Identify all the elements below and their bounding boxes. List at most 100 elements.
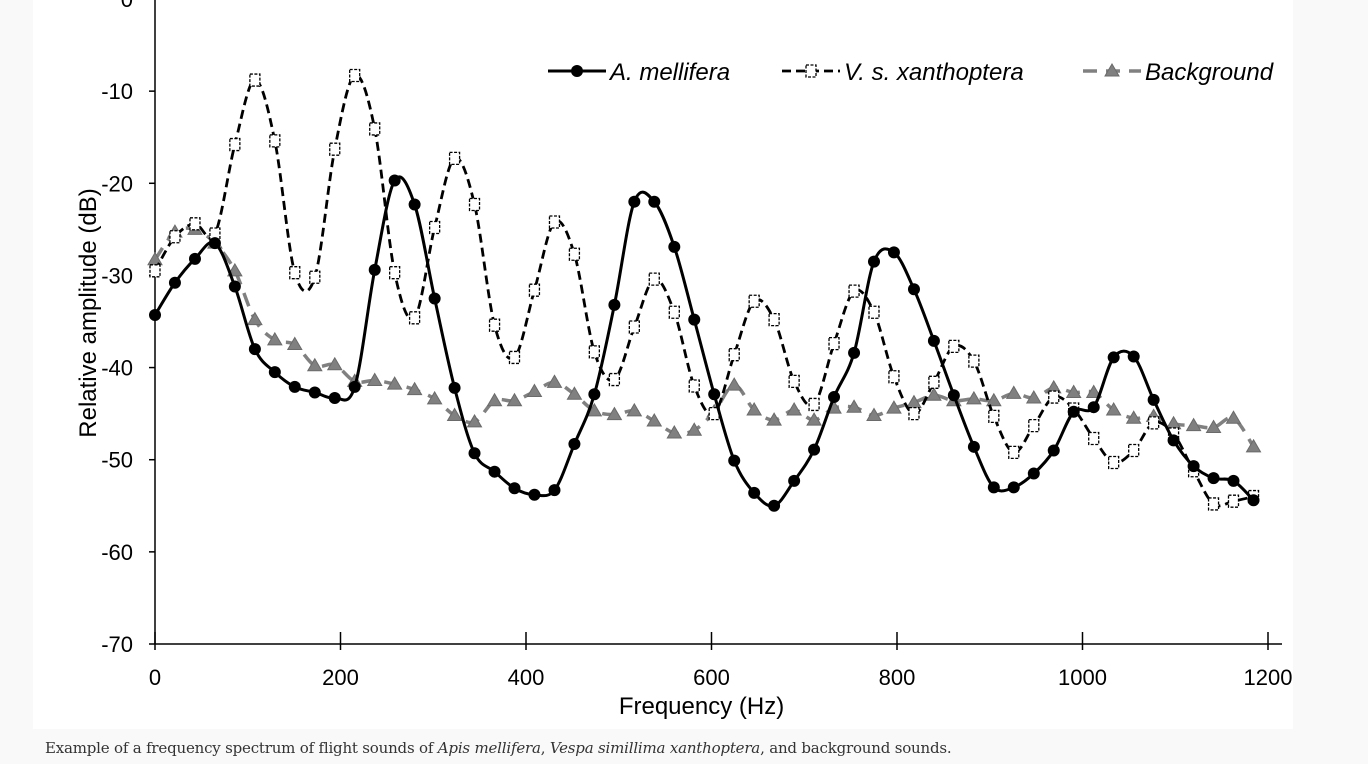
y-tick-label: -20 [101, 171, 133, 196]
data-point [588, 388, 601, 401]
data-point [648, 195, 661, 208]
data-point [366, 372, 383, 386]
data-point [588, 345, 601, 359]
data-point [448, 151, 461, 166]
data-point [266, 331, 283, 346]
data-point [386, 376, 403, 390]
data-point [1185, 417, 1202, 432]
data-point [1008, 445, 1020, 459]
data-point [608, 298, 621, 311]
data-point [1127, 350, 1140, 363]
data-point [348, 380, 361, 393]
data-point [1187, 460, 1200, 473]
data-point [568, 247, 581, 261]
data-point [748, 294, 760, 308]
y-tick-label: -30 [101, 263, 133, 288]
data-point [708, 388, 721, 401]
data-point [466, 413, 483, 428]
data-point [468, 447, 481, 460]
data-point [846, 399, 862, 413]
data-point [149, 309, 161, 322]
data-point [248, 343, 261, 356]
data-point [528, 488, 541, 501]
legend-label: V. s. xanthoptera [844, 59, 1024, 86]
data-point [908, 406, 920, 421]
data-point [288, 380, 301, 393]
x-axis-title: Frequency (Hz) [619, 693, 784, 720]
data-point [988, 409, 1000, 424]
data-point [887, 246, 900, 259]
data-point [686, 422, 703, 436]
data-point [808, 443, 821, 456]
data-point [526, 383, 543, 398]
caption-species-1: Apis mellifera [437, 739, 541, 757]
data-point [728, 454, 741, 467]
data-point [1207, 472, 1220, 485]
data-point [1065, 384, 1082, 398]
data-point [1125, 410, 1142, 424]
data-point [389, 266, 401, 280]
y-tick-label: -50 [101, 448, 133, 473]
data-point [1088, 431, 1100, 446]
data-point [866, 407, 882, 421]
data-point [486, 392, 503, 407]
data-point [369, 122, 381, 136]
data-point [1025, 389, 1042, 404]
data-point [848, 284, 860, 298]
data-point [229, 137, 241, 152]
data-point [928, 375, 940, 389]
data-point [628, 195, 641, 208]
data-point [1087, 401, 1100, 414]
legend: A. mellifera V. s. xanthoptera Background [548, 59, 1274, 86]
data-point [368, 263, 381, 276]
legend-item: V. s. xanthoptera [782, 59, 1024, 86]
data-point [806, 412, 822, 426]
data-point [1245, 438, 1262, 453]
legend-marker [1104, 63, 1120, 77]
data-point [586, 402, 603, 417]
data-point [568, 438, 581, 451]
data-point [688, 379, 700, 393]
data-point [608, 372, 621, 387]
y-axis-title: Relative amplitude (dB) [75, 188, 102, 437]
data-point [626, 402, 643, 417]
data-point [566, 386, 583, 400]
data-point [247, 311, 263, 326]
data-point [648, 272, 660, 286]
y-tick-label: 0 [121, 0, 133, 12]
data-point [746, 401, 763, 416]
data-point [448, 381, 461, 394]
data-point [189, 217, 201, 231]
data-point [168, 276, 181, 289]
data-point [926, 387, 942, 401]
data-point [786, 401, 803, 416]
data-point [289, 266, 301, 280]
data-point [1167, 434, 1180, 447]
data-point [628, 320, 640, 334]
data-point [488, 465, 501, 478]
data-point [169, 230, 181, 244]
data-point [428, 220, 441, 235]
data-point [668, 305, 680, 319]
data-point [426, 390, 443, 405]
data-point [1207, 497, 1220, 511]
data-point [1225, 410, 1242, 424]
y-tick-label: -60 [101, 540, 133, 565]
x-tick-label: 600 [693, 665, 730, 690]
data-point [408, 311, 421, 325]
caption-prefix: Example of a frequency spectrum of fligh… [45, 739, 438, 757]
legend-label: Background [1145, 59, 1274, 86]
data-point [1048, 390, 1060, 404]
data-point [149, 264, 161, 278]
figure-panel: 0 200 400 600 800 1000 1200 0 -10 -20 -30 -40 -50 -60… [33, 0, 1293, 729]
series-a-mellifera [149, 174, 1260, 512]
caption-sep: , [540, 739, 550, 757]
data-point [768, 313, 780, 327]
data-point [788, 374, 800, 389]
data-point [867, 255, 880, 268]
x-tick-label: 400 [508, 665, 545, 690]
data-point [666, 425, 683, 439]
data-point [1028, 418, 1040, 433]
x-tick-label: 0 [149, 665, 161, 690]
data-point [788, 474, 801, 487]
